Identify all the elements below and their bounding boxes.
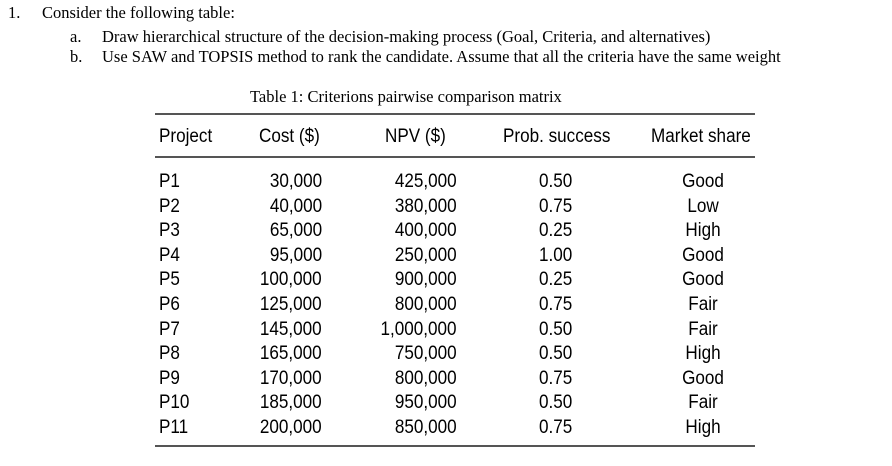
cell-cost: 170,000 (260, 367, 322, 389)
cell-prob-success: 0.50 (539, 318, 573, 340)
cell-cost: 95,000 (269, 244, 322, 266)
item-b-letter: b. (70, 47, 83, 66)
header-market-share: Market share (651, 126, 751, 147)
cell-market-share-text: Good (682, 171, 724, 192)
cell-market-share-text: Fair (688, 293, 718, 315)
cell-prob-success: 0.75 (539, 416, 573, 438)
cell-npv: 400,000 (395, 220, 457, 242)
table-bottom-rule (155, 445, 755, 447)
table-row: P5 100,000 900,000 0.25 Good (0, 269, 892, 294)
cell-market-share-text: High (685, 220, 721, 242)
cell-prob-success: 0.25 (539, 269, 573, 291)
cell-market-share-text: Low (687, 195, 719, 217)
cell-project: P6 (159, 293, 180, 315)
cell-npv: 250,000 (395, 244, 457, 266)
cell-cost: 200,000 (260, 416, 322, 438)
cell-prob-success: 0.50 (539, 171, 573, 192)
cell-market-share-text: High (685, 343, 721, 365)
cell-cost: 185,000 (260, 392, 322, 414)
header-prob-success: Prob. success (503, 126, 611, 147)
cell-prob-success: 0.75 (539, 195, 573, 217)
cell-npv: 950,000 (395, 392, 457, 414)
cell-project: P3 (159, 220, 180, 242)
cell-npv: 425,000 (395, 171, 457, 192)
header-project: Project (159, 126, 213, 147)
cell-cost: 65,000 (269, 220, 322, 242)
table-top-rule (155, 113, 755, 115)
cell-cost: 165,000 (260, 343, 322, 365)
cell-cost: 125,000 (260, 293, 322, 315)
item-a-text: Draw hierarchical structure of the decis… (102, 27, 711, 46)
cell-npv: 800,000 (395, 293, 457, 315)
cell-market-share-text: High (685, 416, 721, 438)
cell-cost: 40,000 (269, 195, 322, 217)
cell-cost: 100,000 (260, 269, 322, 291)
cell-project: P5 (159, 269, 180, 291)
table-row: P11 200,000 850,000 0.75 High (0, 417, 892, 442)
cell-project: P10 (159, 392, 190, 414)
table-row: P7 145,000 1,000,000 0.50 Fair (0, 319, 892, 344)
cell-prob-success: 1.00 (539, 244, 573, 266)
cell-market-share-text: Fair (688, 392, 718, 414)
cell-cost: 145,000 (260, 318, 322, 340)
question-intro: Consider the following table: (42, 3, 235, 22)
cell-project: P1 (159, 171, 180, 192)
cell-project: P11 (159, 416, 189, 438)
table-caption: Table 1: Criterions pairwise comparison … (250, 87, 562, 106)
table-row: P8 165,000 750,000 0.50 High (0, 343, 892, 368)
cell-prob-success: 0.50 (539, 343, 573, 365)
cell-project: P4 (159, 244, 180, 266)
cell-project: P8 (159, 343, 180, 365)
cell-prob-success: 0.50 (539, 392, 573, 414)
cell-project: P9 (159, 367, 180, 389)
cell-npv: 750,000 (395, 343, 457, 365)
cell-prob-success: 0.75 (539, 367, 573, 389)
cell-market-share-text: Good (682, 367, 724, 389)
table-row: P9 170,000 800,000 0.75 Good (0, 368, 892, 393)
header-npv: NPV ($) (385, 126, 446, 147)
cell-npv: 800,000 (395, 367, 457, 389)
table-row: P1 30,000 425,000 0.50 Good (0, 171, 892, 196)
item-a-letter: a. (70, 27, 82, 46)
cell-prob-success: 0.25 (539, 220, 573, 242)
table-row: P2 40,000 380,000 0.75 Low (0, 196, 892, 221)
header-cost: Cost ($) (259, 126, 320, 147)
table-row: P3 65,000 400,000 0.25 High (0, 220, 892, 245)
table-body: P1 30,000 425,000 0.50 Good P2 40,000 38… (0, 171, 892, 442)
cell-project: P7 (159, 318, 180, 340)
table-row: P4 95,000 250,000 1.00 Good (0, 245, 892, 270)
cell-market-share-text: Good (682, 269, 724, 291)
question-number: 1. (8, 3, 21, 22)
cell-market-share-text: Fair (688, 318, 718, 340)
cell-npv: 380,000 (395, 195, 457, 217)
cell-project: P2 (159, 195, 180, 217)
cell-npv: 850,000 (395, 416, 457, 438)
cell-market-share-text: Good (682, 244, 724, 266)
table-header-rule (155, 156, 755, 158)
cell-npv: 1,000,000 (380, 318, 457, 340)
cell-npv: 900,000 (395, 269, 457, 291)
item-b-text: Use SAW and TOPSIS method to rank the ca… (102, 47, 781, 66)
cell-prob-success: 0.75 (539, 293, 573, 315)
cell-cost: 30,000 (269, 171, 322, 192)
table-row: P10 185,000 950,000 0.50 Fair (0, 392, 892, 417)
table-row: P6 125,000 800,000 0.75 Fair (0, 294, 892, 319)
